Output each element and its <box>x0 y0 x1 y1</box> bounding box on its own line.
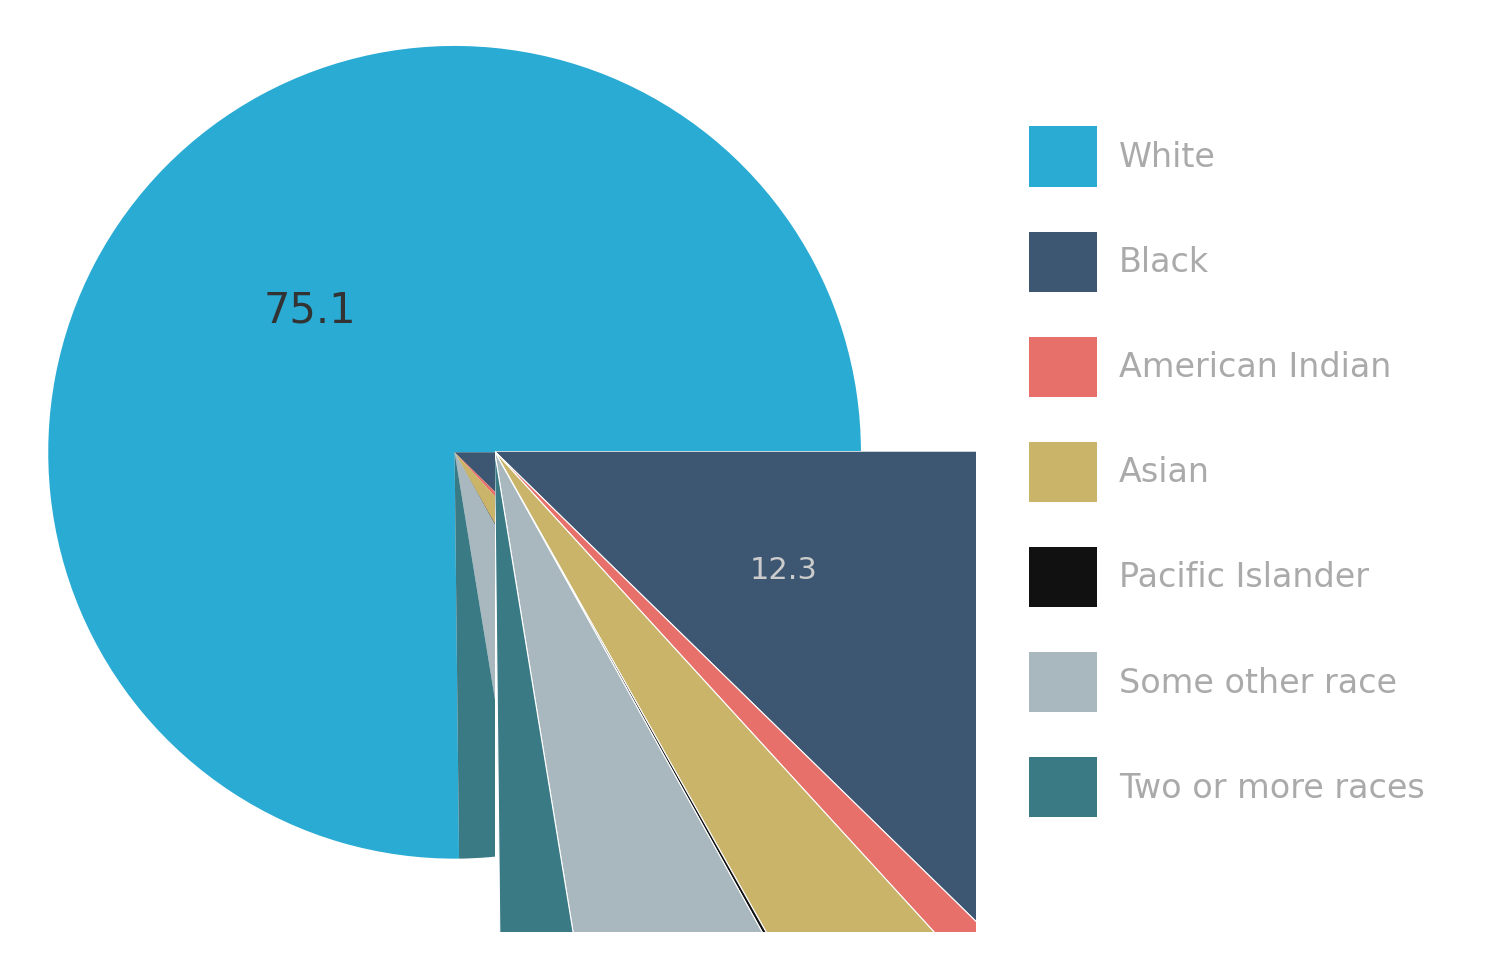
Text: White: White <box>1119 141 1216 174</box>
Wedge shape <box>495 452 1028 961</box>
Text: 75.1: 75.1 <box>264 289 357 332</box>
Text: Asian: Asian <box>1119 456 1210 489</box>
FancyBboxPatch shape <box>495 452 975 932</box>
FancyBboxPatch shape <box>1029 547 1096 607</box>
Wedge shape <box>48 47 861 859</box>
FancyBboxPatch shape <box>1029 442 1096 503</box>
Wedge shape <box>454 453 520 859</box>
Text: Pacific Islander: Pacific Islander <box>1119 561 1370 594</box>
Wedge shape <box>495 452 1240 961</box>
Wedge shape <box>454 453 654 807</box>
Wedge shape <box>454 453 861 736</box>
Text: Some other race: Some other race <box>1119 666 1396 699</box>
FancyBboxPatch shape <box>1029 653 1096 713</box>
Wedge shape <box>454 453 652 853</box>
Text: Black: Black <box>1119 246 1209 279</box>
Wedge shape <box>495 452 861 961</box>
FancyBboxPatch shape <box>1029 337 1096 398</box>
Wedge shape <box>454 453 746 752</box>
Text: American Indian: American Indian <box>1119 351 1392 384</box>
Wedge shape <box>495 452 615 961</box>
FancyBboxPatch shape <box>1029 128 1096 188</box>
Wedge shape <box>495 452 998 961</box>
Wedge shape <box>454 453 729 806</box>
FancyBboxPatch shape <box>1029 757 1096 818</box>
Text: 12.3: 12.3 <box>750 555 818 584</box>
FancyBboxPatch shape <box>1029 233 1096 293</box>
Text: Two or more races: Two or more races <box>1119 771 1425 803</box>
Wedge shape <box>495 452 856 961</box>
